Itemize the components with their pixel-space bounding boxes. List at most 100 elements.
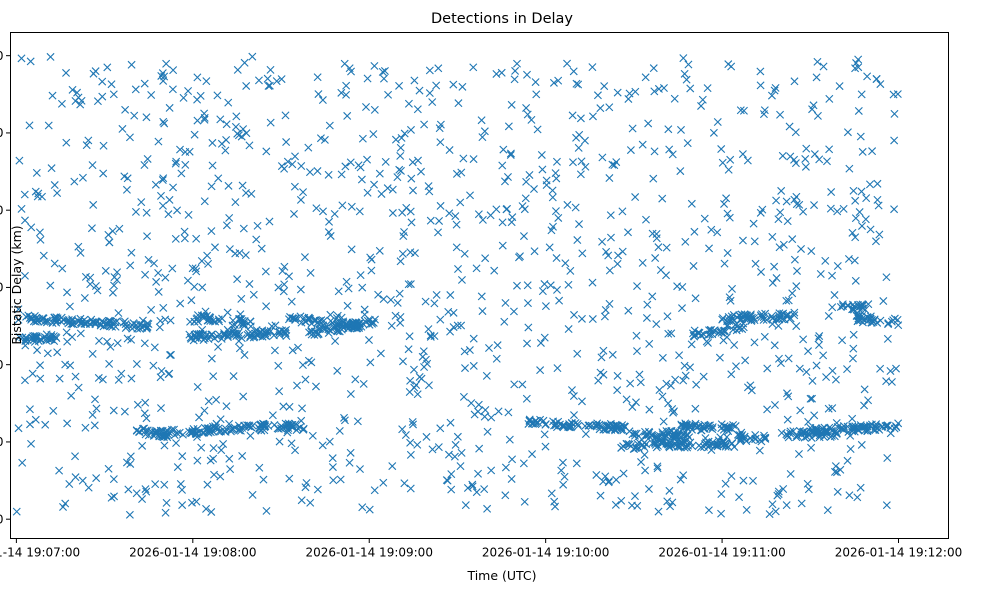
data-point: [507, 100, 516, 109]
data-point: [280, 280, 289, 289]
data-point: [854, 422, 863, 431]
data-point: [890, 424, 899, 433]
data-point: [718, 158, 727, 167]
data-point: [384, 90, 393, 99]
data-point: [659, 417, 668, 426]
data-point: [435, 124, 444, 133]
data-point: [434, 443, 443, 452]
data-point: [446, 418, 455, 427]
data-point: [564, 280, 573, 289]
data-point: [588, 63, 597, 72]
data-point: [453, 321, 462, 330]
data-point: [774, 215, 783, 224]
data-point: [657, 439, 666, 448]
data-point: [363, 316, 372, 325]
data-point: [844, 427, 853, 436]
data-point: [569, 67, 578, 76]
data-point: [540, 280, 549, 289]
data-point: [222, 402, 231, 411]
data-point: [164, 210, 173, 219]
data-point: [356, 271, 365, 280]
data-point: [32, 168, 41, 177]
data-point: [642, 313, 651, 322]
data-point: [32, 334, 41, 343]
data-point: [338, 201, 347, 210]
data-point: [541, 420, 550, 429]
data-point: [98, 375, 107, 384]
data-point: [206, 428, 215, 437]
data-point: [698, 95, 707, 104]
data-point: [449, 80, 458, 89]
data-point: [369, 130, 378, 139]
data-point: [799, 427, 808, 436]
x-tick-label: 2026-01-14 19:07:00: [0, 546, 80, 560]
data-point: [692, 423, 701, 432]
data-point: [532, 90, 541, 99]
data-point: [341, 162, 350, 171]
data-point: [601, 305, 610, 314]
data-point: [147, 428, 156, 437]
data-point: [110, 492, 119, 501]
data-point: [110, 281, 119, 290]
data-point: [469, 361, 478, 370]
data-point: [432, 81, 441, 90]
data-point: [790, 155, 799, 164]
data-point: [14, 305, 23, 314]
data-point: [815, 155, 824, 164]
data-point: [756, 311, 765, 320]
data-point: [826, 204, 835, 213]
x-tick-label: 2026-01-14 19:11:00: [658, 546, 785, 560]
data-point: [297, 416, 306, 425]
data-point: [551, 502, 560, 511]
data-point: [140, 339, 149, 348]
data-point: [723, 209, 732, 218]
data-point: [812, 361, 821, 370]
data-point: [563, 59, 572, 68]
data-point: [777, 186, 786, 195]
data-point: [257, 244, 266, 253]
data-point: [140, 409, 149, 418]
data-point: [176, 299, 185, 308]
x-tick-label: 2026-01-14 19:10:00: [482, 546, 609, 560]
data-point: [719, 336, 728, 345]
data-point: [357, 175, 366, 184]
data-point: [20, 271, 29, 280]
data-point: [807, 247, 816, 256]
data-point: [396, 143, 405, 152]
data-point: [417, 374, 426, 383]
data-point: [445, 146, 454, 155]
data-point: [375, 169, 384, 178]
data-point: [194, 330, 203, 339]
data-point: [400, 228, 409, 237]
data-point: [192, 315, 201, 324]
data-point: [383, 184, 392, 193]
data-point: [261, 331, 270, 340]
data-point: [866, 312, 875, 321]
data-point: [650, 87, 659, 96]
data-point: [57, 99, 66, 108]
data-point: [767, 312, 776, 321]
data-point: [88, 349, 97, 358]
data-point: [168, 264, 177, 273]
data-point: [49, 406, 58, 415]
data-point: [783, 217, 792, 226]
data-point: [541, 442, 550, 451]
data-point: [379, 74, 388, 83]
data-point: [836, 302, 845, 311]
data-point: [334, 287, 343, 296]
data-point: [278, 267, 287, 275]
data-point: [474, 210, 483, 219]
data-point: [413, 105, 422, 114]
data-point: [140, 161, 149, 170]
data-point: [680, 361, 689, 370]
data-point: [307, 330, 316, 339]
data-point: [691, 404, 700, 413]
data-point: [318, 441, 327, 450]
data-point: [114, 309, 123, 318]
data-point: [851, 196, 860, 205]
data-point: [166, 316, 175, 325]
data-point: [67, 391, 76, 400]
data-point: [721, 439, 730, 448]
data-point: [643, 300, 652, 309]
data-point: [510, 380, 519, 389]
